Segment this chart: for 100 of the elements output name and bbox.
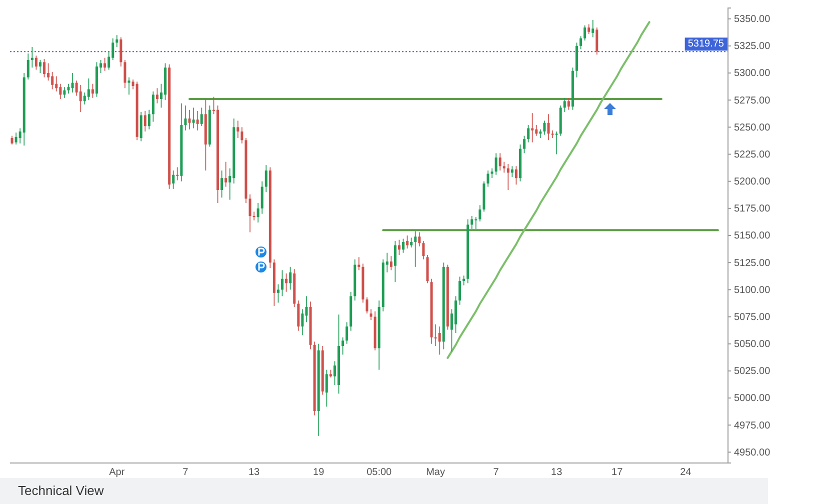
candlestick — [490, 168, 494, 179]
candlestick — [192, 107, 195, 129]
candlestick — [172, 170, 175, 190]
candlestick — [87, 78, 90, 101]
y-tick-label: 5300.00 — [734, 68, 771, 80]
y-tick-label: 5075.00 — [734, 312, 771, 323]
y-tick-label: 5225.00 — [734, 149, 771, 160]
candlestick — [276, 284, 280, 304]
candlestick — [200, 107, 203, 127]
candlestick — [555, 131, 558, 155]
candlestick — [281, 270, 284, 297]
candlestick — [264, 164, 268, 193]
candlestick — [260, 180, 264, 214]
candlestick — [584, 24, 586, 41]
candlestick — [543, 120, 546, 136]
candlestick — [104, 57, 106, 72]
candlestick — [462, 275, 466, 286]
candlestick — [124, 60, 126, 89]
candlestick — [256, 202, 260, 223]
candlestick — [438, 326, 441, 356]
candlestick — [83, 92, 86, 105]
candlestick — [358, 256, 360, 271]
candlestick — [55, 76, 58, 92]
candlestick — [297, 300, 300, 332]
candlestick — [506, 164, 510, 190]
candlestick — [402, 238, 405, 254]
candlestick — [418, 232, 421, 247]
candlestick — [152, 90, 154, 122]
candlestick — [434, 324, 437, 346]
candlestick — [305, 296, 308, 323]
candlestick — [188, 109, 191, 130]
candlestick — [366, 296, 368, 314]
candlestick — [502, 161, 506, 174]
candlestick — [30, 46, 34, 68]
x-tick-label: 13 — [551, 467, 563, 478]
y-tick-label: 4975.00 — [734, 420, 771, 432]
candlestick — [116, 34, 118, 48]
candlestick — [406, 235, 409, 249]
candlestick — [71, 72, 74, 93]
candlestick — [563, 97, 566, 112]
candlestick — [47, 62, 50, 82]
x-tick-label: 7 — [182, 467, 189, 478]
y-tick-label: 5200.00 — [734, 176, 771, 188]
y-tick-label: 5150.00 — [734, 230, 771, 242]
candlestick — [535, 124, 538, 136]
candlestick — [196, 110, 199, 131]
candlestick — [220, 170, 224, 198]
x-tick-label: 05:00 — [366, 467, 392, 478]
candlestick — [398, 239, 401, 256]
y-tick-label: 5025.00 — [734, 366, 771, 378]
text: Technical View — [18, 483, 104, 498]
candlestick — [156, 88, 158, 104]
candlestick — [301, 308, 304, 336]
candlestick — [478, 204, 482, 222]
candlestick — [128, 76, 130, 96]
candlestick — [454, 296, 457, 334]
candlestick — [236, 120, 240, 138]
candlestick — [596, 27, 598, 56]
candlestick — [510, 166, 514, 178]
y-tick-label: 5325.00 — [734, 41, 771, 52]
candlestick — [342, 336, 344, 356]
candlestick — [289, 266, 292, 290]
ref-line-label: 5319.75 — [688, 38, 724, 50]
candlestick — [144, 110, 146, 132]
candlestick — [390, 256, 392, 271]
line-series — [446, 21, 650, 359]
candlestick — [63, 86, 66, 98]
candlestick — [494, 152, 498, 176]
candlestick — [394, 240, 396, 283]
x-tick-label: 24 — [680, 467, 692, 478]
candlestick — [370, 308, 372, 320]
y-tick-label: 4950.00 — [734, 447, 771, 458]
candlestick — [34, 55, 38, 70]
candlestick — [67, 83, 70, 94]
candlestick — [252, 211, 256, 221]
candlestick — [523, 135, 526, 154]
candlestick — [79, 84, 82, 112]
candlestick — [422, 240, 425, 260]
candlestick — [498, 152, 502, 171]
candlestick — [240, 126, 244, 144]
candlestick — [592, 19, 594, 38]
y-tick-label: 5275.00 — [734, 95, 771, 106]
candlestick — [470, 216, 474, 230]
candlestick — [410, 237, 413, 248]
candlestick — [426, 254, 429, 284]
candlestick — [140, 112, 142, 142]
x-tick-label: May — [426, 467, 446, 478]
candlestick — [580, 36, 582, 50]
candlestick — [527, 124, 530, 143]
candlestick — [248, 194, 252, 233]
candlestick — [120, 36, 122, 67]
x-tick-label: Apr — [109, 467, 126, 478]
candlestick — [458, 276, 462, 306]
candlestick — [176, 166, 179, 181]
y-tick-label: 5350.00 — [734, 14, 771, 26]
candlestick — [14, 132, 18, 145]
candlestick — [59, 83, 62, 100]
x-tick-label: 17 — [612, 467, 624, 478]
candlestick — [346, 322, 348, 344]
candlestick — [51, 71, 54, 90]
